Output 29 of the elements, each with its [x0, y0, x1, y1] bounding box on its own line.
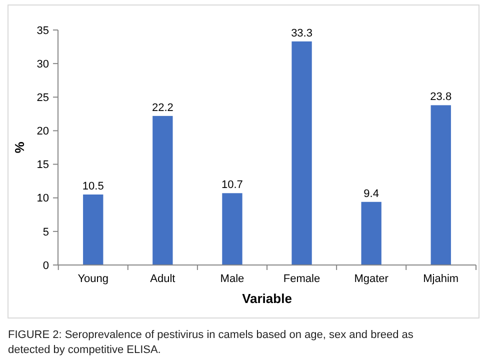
- y-tick-label: 10: [36, 192, 49, 205]
- bar: [430, 105, 451, 265]
- x-tick-label: Young: [78, 273, 109, 285]
- data-label: 23.8: [430, 91, 452, 104]
- bar: [222, 193, 242, 265]
- bar: [83, 194, 104, 265]
- data-label: 10.5: [82, 180, 104, 192]
- bar: [292, 41, 312, 265]
- y-tick-label: 15: [36, 159, 49, 172]
- x-tick-label: Mgater: [354, 273, 389, 285]
- y-tick-label: 35: [36, 24, 49, 37]
- bar: [361, 202, 382, 265]
- x-tick-label: Adult: [150, 273, 176, 285]
- y-tick-label: 0: [42, 260, 49, 272]
- x-tick-label: Mjahim: [423, 273, 459, 285]
- x-axis-title: Variable: [242, 291, 292, 306]
- data-label: 33.3: [291, 27, 312, 40]
- caption: FIGURE 2: Seroprevalence of pestivirus in camels based on age, sex and breed as detected by competitive ELISA.: [8, 329, 414, 356]
- bar: [152, 116, 173, 265]
- data-label: 10.7: [222, 179, 243, 192]
- data-label: 9.4: [364, 188, 379, 200]
- y-tick-label: 25: [36, 92, 49, 104]
- y-tick-label: 30: [36, 58, 49, 70]
- x-tick-label: Female: [283, 273, 320, 285]
- y-tick-label: 5: [42, 226, 49, 238]
- data-label: 22.2: [152, 102, 174, 114]
- y-axis-title: %: [12, 141, 27, 154]
- x-tick-label: Male: [220, 273, 244, 285]
- y-tick-label: 20: [36, 126, 49, 138]
